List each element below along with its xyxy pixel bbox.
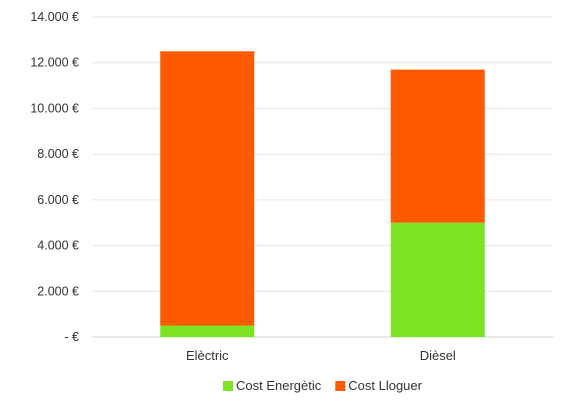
legend-swatch	[223, 381, 234, 391]
y-tick-label: - €	[64, 330, 79, 344]
legend: Cost Energètic Cost Lloguer	[223, 378, 423, 393]
x-tick-label: Dièsel	[420, 348, 456, 363]
bar-segment	[390, 222, 485, 337]
legend-label: Cost Energètic	[236, 378, 322, 393]
y-tick-label: 14.000 €	[30, 10, 79, 24]
y-tick-label: 6.000 €	[37, 193, 79, 207]
bar-segment	[160, 51, 255, 326]
bars	[160, 51, 485, 337]
bar-segment	[390, 69, 485, 223]
y-tick-label: 2.000 €	[37, 284, 79, 298]
bar-segment	[160, 325, 255, 337]
y-tick-label: 8.000 €	[37, 147, 79, 161]
legend-swatch	[335, 381, 346, 391]
legend-label: Cost Lloguer	[348, 378, 422, 393]
y-tick-label: 12.000 €	[30, 56, 79, 70]
y-tick-label: 10.000 €	[30, 101, 79, 115]
y-axis-ticks: - € 2.000 € 4.000 € 6.000 € 8.000 € 10.000 € 1…	[30, 10, 79, 344]
x-tick-label: Elèctric	[186, 348, 229, 363]
x-axis-ticks: Elèctric Dièsel	[186, 348, 456, 363]
y-tick-label: 4.000 €	[37, 239, 79, 253]
